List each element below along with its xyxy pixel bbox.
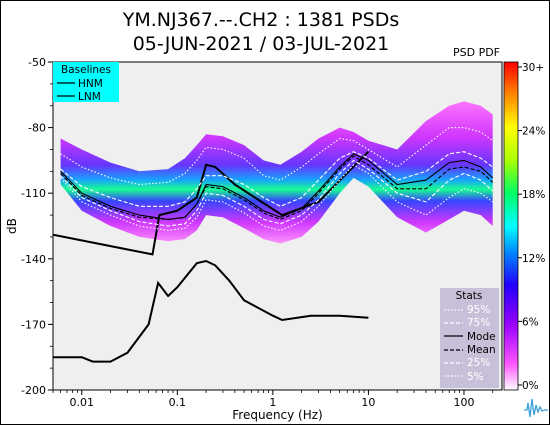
series-line-75pct xyxy=(60,151,494,207)
lnm-legend-label: LNM xyxy=(78,91,101,103)
stats-legend-box xyxy=(440,288,499,388)
stats-legend: Stats 95% 75% Mode Mean 25% 5% xyxy=(440,288,499,388)
colorbar-tick-label: 18% xyxy=(522,189,545,201)
chart-title-line-1: YM.NJ367.--.CH2 : 1381 PSDs xyxy=(122,9,400,31)
p5-legend-label: 5% xyxy=(467,371,484,383)
y-tick-label: -200 xyxy=(21,384,46,397)
stats-legend-title: Stats xyxy=(456,290,483,302)
series-line-mean xyxy=(60,155,494,220)
plot-frame xyxy=(52,61,503,391)
y-tick-label: -80 xyxy=(28,122,46,135)
x-tick-label: 1 xyxy=(269,396,276,409)
y-tick-label: -50 xyxy=(28,56,46,69)
p25-legend-label: 25% xyxy=(467,357,490,369)
x-tick-label: 0.01 xyxy=(70,396,95,409)
series-line-25pct xyxy=(60,159,494,227)
x-axis-label: Frequency (Hz) xyxy=(232,408,323,422)
mean-legend-label: Mean xyxy=(467,344,496,356)
y-tick-label: -170 xyxy=(21,318,46,331)
series-line-mode xyxy=(60,153,494,220)
x-tick-label: 10 xyxy=(361,396,375,409)
p75-legend-label: 75% xyxy=(467,317,490,329)
waveform-logo-icon xyxy=(524,398,548,418)
baselines-legend-title: Baselines xyxy=(61,64,111,76)
x-tick-label: 100 xyxy=(453,396,474,409)
y-tick-label: -140 xyxy=(21,253,46,266)
chart-title-line-2: 05-JUN-2021 / 03-JUL-2021 xyxy=(132,33,390,55)
p95-legend-label: 95% xyxy=(467,304,490,316)
colorbar-tick-label: 30+ xyxy=(522,62,544,74)
colorbar-tick-label: 24% xyxy=(522,126,545,138)
colorbar xyxy=(503,61,519,391)
x-tick-label: 0.1 xyxy=(169,396,187,409)
series-line-lnm xyxy=(53,259,369,363)
psd-pdf-band xyxy=(60,101,493,244)
y-axis-label: dB xyxy=(5,218,19,234)
colorbar-tick-label: 12% xyxy=(522,253,545,265)
colorbar-tick-label: 0% xyxy=(522,380,539,392)
baselines-legend: Baselines HNM LNM xyxy=(53,62,119,103)
hnm-legend-label: HNM xyxy=(78,78,103,90)
baselines-legend-box xyxy=(53,62,119,102)
y-tick-label: -110 xyxy=(21,187,46,200)
colorbar-title: PSD PDF xyxy=(453,46,501,59)
mode-legend-label: Mode xyxy=(467,331,496,343)
colorbar-tick-label: 6% xyxy=(522,316,539,328)
